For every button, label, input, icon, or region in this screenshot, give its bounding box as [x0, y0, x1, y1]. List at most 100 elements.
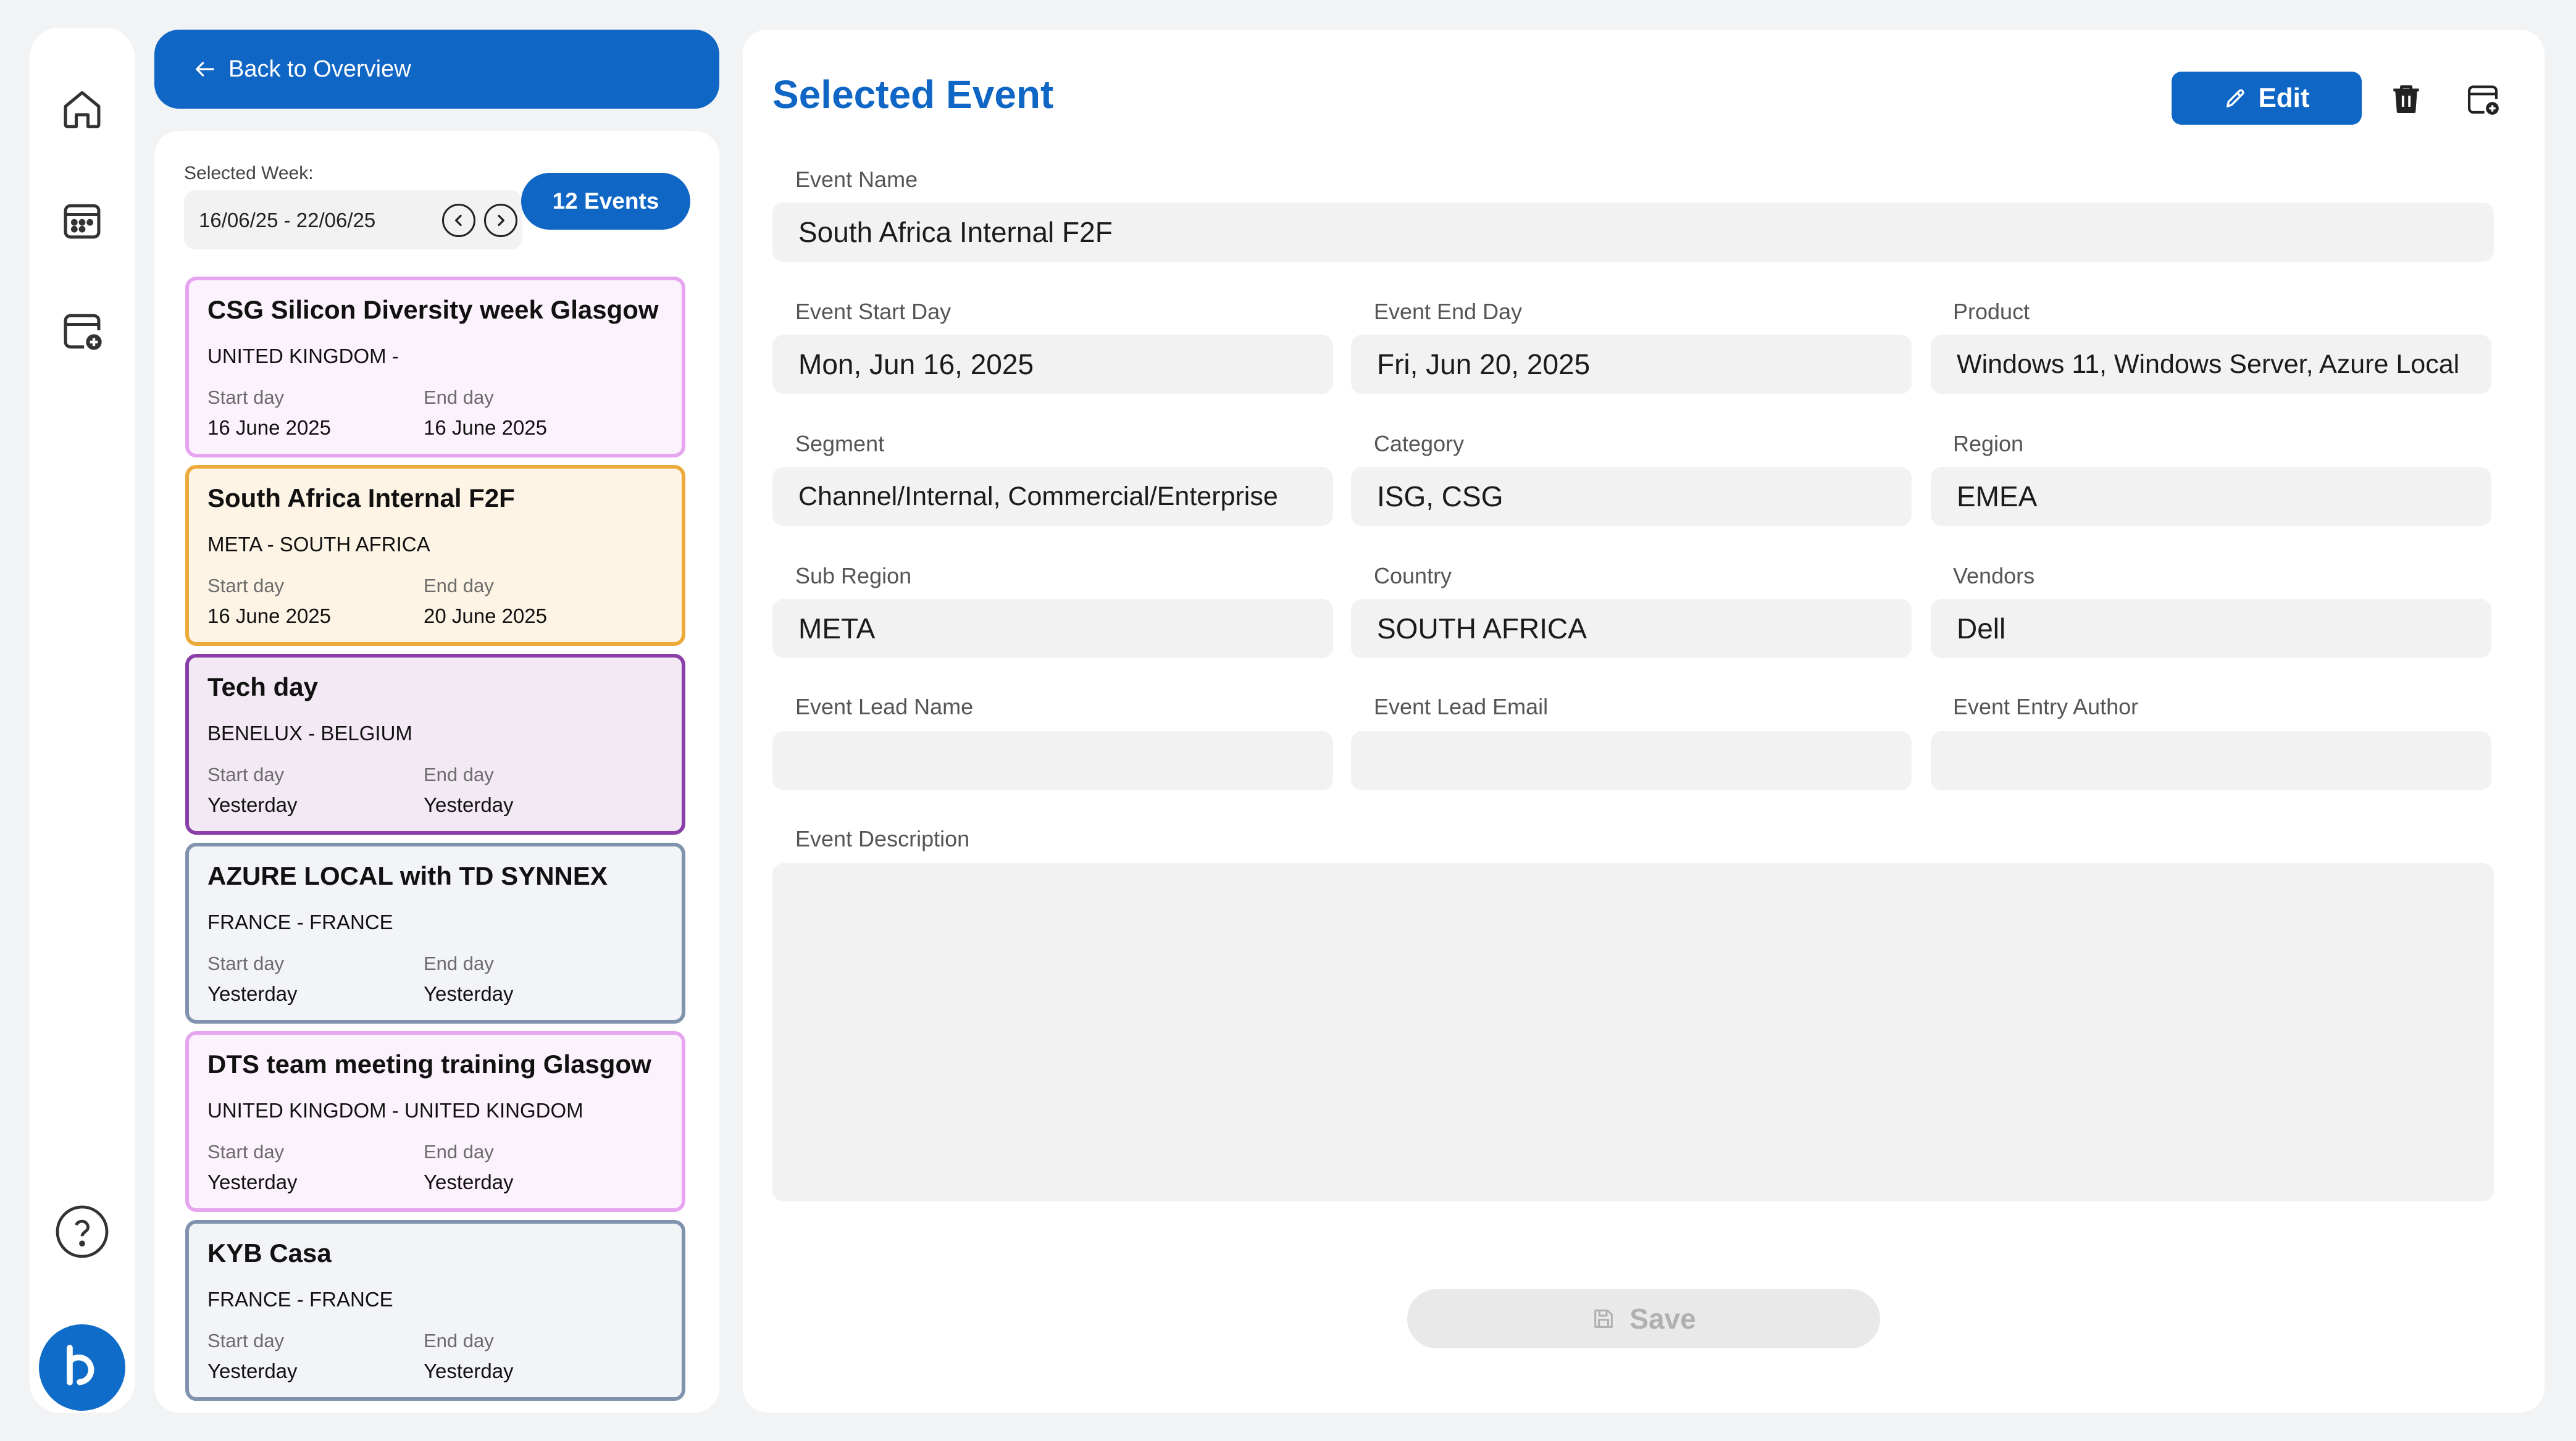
event-card-start-label: Start day: [207, 1141, 285, 1163]
week-range: 16/06/25 - 22/06/25: [199, 209, 376, 232]
nav-add-event-button[interactable]: [51, 299, 113, 361]
event-card-title: CSG Silicon Diversity week Glasgow: [207, 295, 659, 324]
end-day-label: Event End Day: [1374, 299, 1523, 324]
event-card-end-label: End day: [424, 953, 494, 974]
next-week-button[interactable]: [484, 204, 517, 237]
selected-week-label: Selected Week:: [184, 163, 314, 183]
category-label: Category: [1374, 431, 1465, 456]
nav-calendar-button[interactable]: [51, 190, 113, 251]
event-card-end-date: 20 June 2025: [424, 604, 548, 627]
nav-home-button[interactable]: [51, 78, 113, 140]
sub-region-label: Sub Region: [795, 563, 912, 588]
event-card[interactable]: DTS team meeting training Glasgow UNITED…: [185, 1031, 685, 1212]
arrow-left-icon: [196, 62, 214, 77]
event-card-end-date: Yesterday: [424, 793, 514, 816]
chevron-left-icon: [455, 214, 462, 227]
event-card-start-date: Yesterday: [207, 1360, 298, 1382]
event-card-start-date: 16 June 2025: [207, 604, 332, 627]
chevron-right-icon: [498, 214, 504, 227]
event-card-end-label: End day: [424, 386, 494, 408]
brand-logo-icon: [67, 1345, 94, 1385]
event-card-location: FRANCE - FRANCE: [207, 1288, 393, 1311]
product-label: Product: [1953, 299, 2030, 324]
save-button-label: Save: [1629, 1303, 1696, 1335]
event-card-start-date: 16 June 2025: [207, 416, 332, 439]
event-card-location: BENELUX - BELGIUM: [207, 722, 412, 745]
entry-author-label: Event Entry Author: [1953, 694, 2139, 719]
help-button[interactable]: [51, 1201, 113, 1263]
event-card-location: UNITED KINGDOM - UNITED KINGDOM: [207, 1099, 583, 1122]
trash-icon: [2393, 85, 2419, 113]
floppy-disk-icon: [1594, 1309, 1613, 1328]
event-card-end-date: 16 June 2025: [424, 416, 548, 439]
back-to-overview-button[interactable]: Back to Overview: [154, 30, 719, 109]
region-field[interactable]: EMEA: [1931, 467, 2491, 526]
edit-button[interactable]: Edit: [2172, 72, 2362, 125]
segment-label: Segment: [795, 431, 885, 456]
edit-button-label: Edit: [2258, 83, 2310, 113]
event-card[interactable]: AZURE LOCAL with TD SYNNEX FRANCE - FRAN…: [185, 843, 685, 1024]
lead-name-field[interactable]: [772, 731, 1333, 790]
calendar-add-icon: [2467, 85, 2499, 115]
event-card[interactable]: Tech day BENELUX - BELGIUM Start day Yes…: [185, 654, 685, 835]
calendar-add-icon: [64, 314, 102, 350]
sub-region-field[interactable]: META: [772, 599, 1333, 658]
event-card-title: Tech day: [207, 672, 318, 701]
end-day-field[interactable]: Fri, Jun 20, 2025: [1351, 335, 1912, 394]
event-card-location: UNITED KINGDOM -: [207, 345, 399, 367]
previous-week-button[interactable]: [442, 204, 475, 237]
event-name-field[interactable]: South Africa Internal F2F: [772, 203, 2494, 262]
lead-name-label: Event Lead Name: [795, 694, 974, 719]
lead-email-field[interactable]: [1351, 731, 1912, 790]
vendors-field[interactable]: Dell: [1931, 599, 2491, 658]
segment-field[interactable]: Channel/Internal, Commercial/Enterprise: [772, 467, 1333, 526]
event-card-start-label: Start day: [207, 1330, 285, 1351]
event-card-title: KYB Casa: [207, 1238, 332, 1268]
calendar-icon: [64, 204, 101, 239]
event-name-label: Event Name: [795, 167, 918, 192]
add-to-calendar-button[interactable]: [2459, 75, 2506, 122]
event-card-end-label: End day: [424, 764, 494, 785]
lead-email-label: Event Lead Email: [1374, 694, 1549, 719]
home-icon: [64, 91, 101, 128]
event-card[interactable]: CSG Silicon Diversity week Glasgow UNITE…: [185, 277, 685, 457]
event-card-start-date: Yesterday: [207, 1171, 298, 1193]
nav-rail: [30, 28, 135, 1413]
entry-author-field[interactable]: [1931, 731, 2491, 790]
event-card-title: South Africa Internal F2F: [207, 483, 515, 512]
brand-logo[interactable]: [39, 1324, 125, 1411]
event-card-end-label: End day: [424, 1141, 494, 1163]
description-label: Event Description: [795, 826, 970, 851]
save-button[interactable]: Save: [1407, 1289, 1880, 1348]
event-card-location: FRANCE - FRANCE: [207, 911, 393, 934]
back-to-overview-label: Back to Overview: [228, 56, 411, 82]
event-card-end-date: Yesterday: [424, 982, 514, 1005]
event-card[interactable]: KYB Casa FRANCE - FRANCE Start day Yeste…: [185, 1220, 685, 1401]
vendors-label: Vendors: [1953, 563, 2035, 588]
page-title: Selected Event: [772, 72, 1054, 117]
event-card-end-label: End day: [424, 575, 494, 596]
description-textarea[interactable]: [772, 863, 2494, 1201]
event-card-start-label: Start day: [207, 386, 285, 408]
event-count-badge[interactable]: 12 Events: [521, 173, 690, 230]
delete-button[interactable]: [2383, 75, 2430, 122]
event-card-title: AZURE LOCAL with TD SYNNEX: [207, 861, 608, 890]
event-card-location: META - SOUTH AFRICA: [207, 533, 430, 556]
category-field[interactable]: ISG, CSG: [1351, 467, 1912, 526]
event-card-end-date: Yesterday: [424, 1171, 514, 1193]
event-card-title: DTS team meeting training Glasgow: [207, 1050, 651, 1079]
region-label: Region: [1953, 431, 2024, 456]
event-card-start-label: Start day: [207, 764, 285, 785]
event-list-panel: Selected Week: 16/06/25 - 22/06/25 12 Ev…: [154, 131, 719, 1413]
event-card-end-date: Yesterday: [424, 1360, 514, 1382]
event-card[interactable]: South Africa Internal F2F META - SOUTH A…: [185, 465, 685, 646]
country-label: Country: [1374, 563, 1452, 588]
week-selector[interactable]: 16/06/25 - 22/06/25: [184, 190, 522, 249]
start-day-field[interactable]: Mon, Jun 16, 2025: [772, 335, 1333, 394]
help-icon: [56, 1205, 109, 1258]
product-field[interactable]: Windows 11, Windows Server, Azure Local: [1931, 335, 2491, 394]
country-field[interactable]: SOUTH AFRICA: [1351, 599, 1912, 658]
event-card-start-date: Yesterday: [207, 793, 298, 816]
event-detail-panel: Selected Event Edit Event Name South Afr…: [743, 30, 2545, 1413]
event-card-start-label: Start day: [207, 953, 285, 974]
